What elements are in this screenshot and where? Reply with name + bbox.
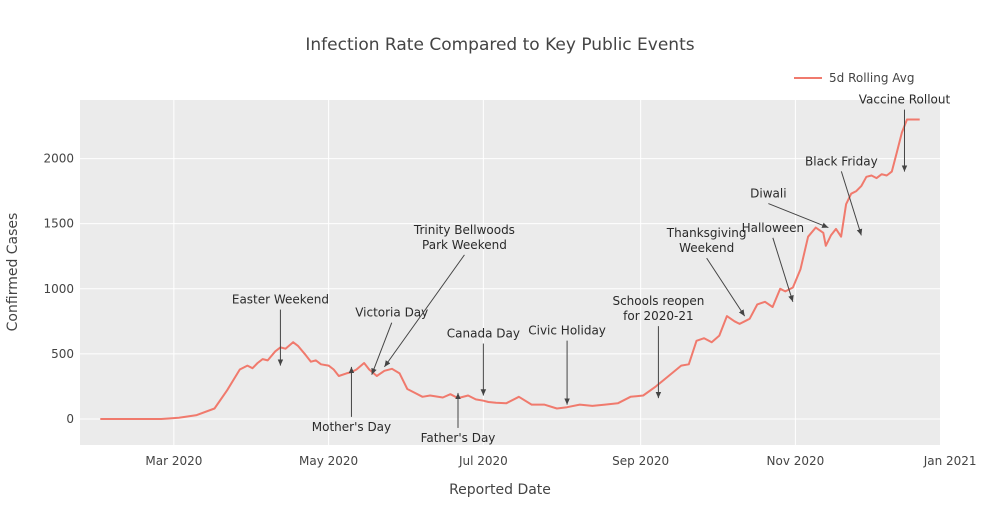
y-axis-title: Confirmed Cases: [5, 213, 21, 332]
annotation-label: Weekend: [679, 241, 734, 255]
annotation-label: for 2020-21: [623, 309, 693, 323]
x-tick-label: Jul 2020: [458, 454, 508, 468]
annotation-label: Vaccine Rollout: [859, 93, 951, 107]
annotation-label: Thanksgiving: [666, 226, 747, 240]
x-tick-label: Nov 2020: [767, 454, 825, 468]
y-tick-label: 2000: [43, 152, 74, 166]
annotation-label: Mother's Day: [312, 420, 391, 434]
gridlines: [80, 100, 951, 445]
annotation-label: Civic Holiday: [528, 324, 606, 338]
x-tick-label: Sep 2020: [612, 454, 669, 468]
annotation-label: Father's Day: [421, 431, 496, 445]
x-axis-ticks: Mar 2020 May 2020 Jul 2020 Sep 2020 Nov 2020…: [145, 454, 976, 468]
annotation-label: Trinity Bellwoods: [413, 223, 515, 237]
x-tick-label: Mar 2020: [145, 454, 202, 468]
annotation-label: Halloween: [742, 221, 805, 235]
annotation-label: Easter Weekend: [232, 293, 329, 307]
annotations: Easter Weekend Victoria Day Mother's Day Tr…: [232, 93, 951, 445]
y-axis-ticks: 0 500 1000 1500 2000: [43, 152, 74, 426]
annotation-label: Schools reopen: [612, 294, 704, 308]
x-tick-label: May 2020: [299, 454, 358, 468]
annotation-arrow: [706, 257, 746, 317]
series-line-5d-rolling-avg: [100, 118, 920, 420]
annotation-label: Diwali: [750, 187, 786, 201]
annotation-label: Park Weekend: [422, 238, 507, 252]
x-axis-title: Reported Date: [449, 482, 551, 498]
y-tick-label: 1500: [43, 217, 74, 231]
annotation-arrow: [772, 237, 794, 302]
annotation-label: Black Friday: [805, 154, 878, 168]
annotation-arrow: [384, 254, 465, 368]
chart-title: Infection Rate Compared to Key Public Ev…: [305, 35, 694, 55]
annotation-label: Victoria Day: [355, 306, 428, 320]
y-tick-label: 1000: [43, 282, 74, 296]
annotation-label: Canada Day: [447, 327, 520, 341]
y-tick-label: 500: [51, 347, 74, 361]
plot-background: [80, 100, 940, 445]
annotation-arrow: [768, 203, 829, 229]
annotation-arrow: [371, 322, 393, 375]
series-layer: [100, 118, 920, 420]
y-tick-label: 0: [66, 412, 74, 426]
annotation-arrow: [840, 171, 863, 236]
x-tick-label: Jan 2021: [923, 454, 977, 468]
legend-label: 5d Rolling Avg: [829, 71, 914, 85]
legend[interactable]: 5d Rolling Avg: [794, 71, 914, 85]
